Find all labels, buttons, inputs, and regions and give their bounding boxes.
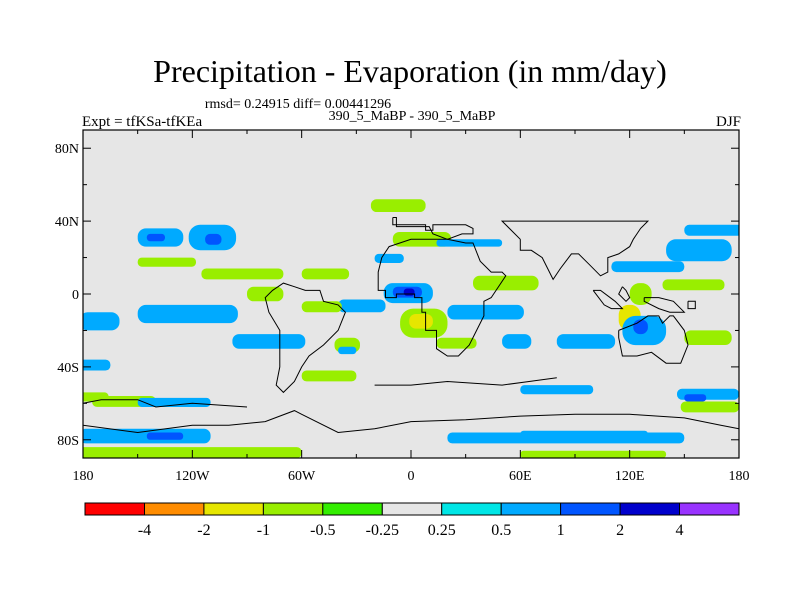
coastline-2 <box>264 282 346 394</box>
colorbar-label-1: -2 <box>197 522 210 539</box>
contour-region-28 <box>629 283 652 305</box>
x-tick-label-0: 180 <box>73 469 94 484</box>
colorbar-label-0: -4 <box>138 522 151 539</box>
contour-region-20 <box>83 312 120 331</box>
contour-region-12 <box>338 299 386 313</box>
colorbar-swatch-1 <box>144 502 205 516</box>
contour-region-23 <box>232 334 306 349</box>
contour-regions <box>83 199 739 458</box>
colorbar-label-4: -0.25 <box>366 522 399 539</box>
contour-region-46 <box>680 401 739 413</box>
colorbar-label-6: 0.5 <box>491 522 511 539</box>
colorbar-swatch-7 <box>500 502 562 516</box>
contour-region-3 <box>205 233 222 245</box>
contour-region-15 <box>403 288 415 296</box>
center-label: 390_5_MaBP - 390_5_MaBP <box>329 109 496 124</box>
coastline-11 <box>374 377 557 386</box>
season-label: DJF <box>716 114 741 130</box>
contour-region-48 <box>146 432 184 440</box>
plot-area <box>82 129 740 459</box>
contour-region-7 <box>370 199 426 212</box>
contour-region-43 <box>520 385 594 395</box>
contour-region-6 <box>301 268 350 280</box>
x-tick-label-3: 0 <box>408 469 415 484</box>
coastlines <box>83 217 739 434</box>
contour-region-25 <box>338 346 357 355</box>
contour-region-47 <box>83 428 211 444</box>
contour-region-1 <box>146 233 165 242</box>
coastline-8 <box>643 297 686 313</box>
colorbar-swatch-10 <box>679 502 740 516</box>
colorbar-label-2: -1 <box>257 522 270 539</box>
x-tick-label-6: 180 <box>729 469 750 484</box>
contour-region-22 <box>247 286 284 302</box>
y-tick-label-2: 0 <box>72 288 79 303</box>
y-tick-label-3: 40S <box>57 361 79 376</box>
colorbar-swatch-6 <box>441 502 502 516</box>
contour-region-51 <box>83 447 302 458</box>
y-tick-label-1: 40N <box>55 215 79 230</box>
coastline-5 <box>500 220 650 281</box>
coastline-4 <box>687 300 696 310</box>
contour-region-36 <box>684 224 739 236</box>
contour-region-19 <box>301 301 342 313</box>
colorbar-label-5: 0.25 <box>428 522 456 539</box>
colorbar-swatch-5 <box>381 502 443 516</box>
contour-region-50 <box>520 430 648 438</box>
contour-region-17 <box>409 314 433 329</box>
colorbar-label-3: -0.5 <box>310 522 335 539</box>
contour-region-34 <box>611 261 685 273</box>
colorbar-label-8: 2 <box>616 522 624 539</box>
contour-region-37 <box>662 279 725 291</box>
contour-region-33 <box>556 334 616 349</box>
colorbar-swatch-0 <box>84 502 145 516</box>
contour-region-10 <box>374 253 404 263</box>
x-tick-label-5: 120E <box>615 469 645 484</box>
contour-region-4 <box>137 257 196 267</box>
colorbar-swatch-9 <box>619 502 681 516</box>
contour-region-31 <box>633 319 648 335</box>
contour-region-45 <box>684 394 707 402</box>
y-tick-label-0: 80N <box>55 142 79 157</box>
coastline-9 <box>83 410 739 434</box>
x-tick-label-4: 60E <box>509 469 532 484</box>
colorbar: -4 -2 -1 -0.5 -0.25 0.25 0.5 1 2 4 <box>84 502 740 539</box>
contour-region-35 <box>666 239 732 262</box>
coastline-1 <box>377 238 507 357</box>
contour-region-32 <box>684 330 732 345</box>
contour-region-18 <box>447 304 524 320</box>
experiment-label: Expt = tfKSa-tfKEa <box>82 114 202 130</box>
colorbar-swatch-4 <box>322 502 383 516</box>
colorbar-swatch-2 <box>203 502 264 516</box>
y-tick-label-4: 80S <box>57 434 79 449</box>
coastline-7 <box>618 286 631 303</box>
colorbar-label-9: 4 <box>676 522 684 539</box>
stats-text: rmsd= 0.24915 diff= 0.00441296 <box>205 97 391 112</box>
chart-title: Precipitation - Evaporation (in mm/day) <box>153 53 667 89</box>
contour-region-42 <box>301 370 357 382</box>
contour-region-5 <box>201 268 284 280</box>
coastline-10 <box>83 399 248 408</box>
colorbar-swatch-3 <box>262 502 324 516</box>
contour-region-38 <box>83 359 111 371</box>
x-tick-label-1: 120W <box>175 469 210 484</box>
contour-region-27 <box>502 334 532 349</box>
coastline-3 <box>618 315 689 364</box>
coastline-6 <box>592 289 624 310</box>
colorbar-swatch-8 <box>560 502 621 516</box>
axes: 180 120W 60W 0 60E 120E 180 80N 40N 0 40S 80S <box>55 130 750 484</box>
contour-region-11 <box>473 275 539 291</box>
contour-region-21 <box>137 304 238 324</box>
x-tick-label-2: 60W <box>288 469 316 484</box>
colorbar-label-7: 1 <box>557 522 565 539</box>
coastline-0 <box>392 217 474 240</box>
contour-region-41 <box>137 397 211 407</box>
contour-region-52 <box>520 450 667 458</box>
contour-region-26 <box>436 337 477 349</box>
